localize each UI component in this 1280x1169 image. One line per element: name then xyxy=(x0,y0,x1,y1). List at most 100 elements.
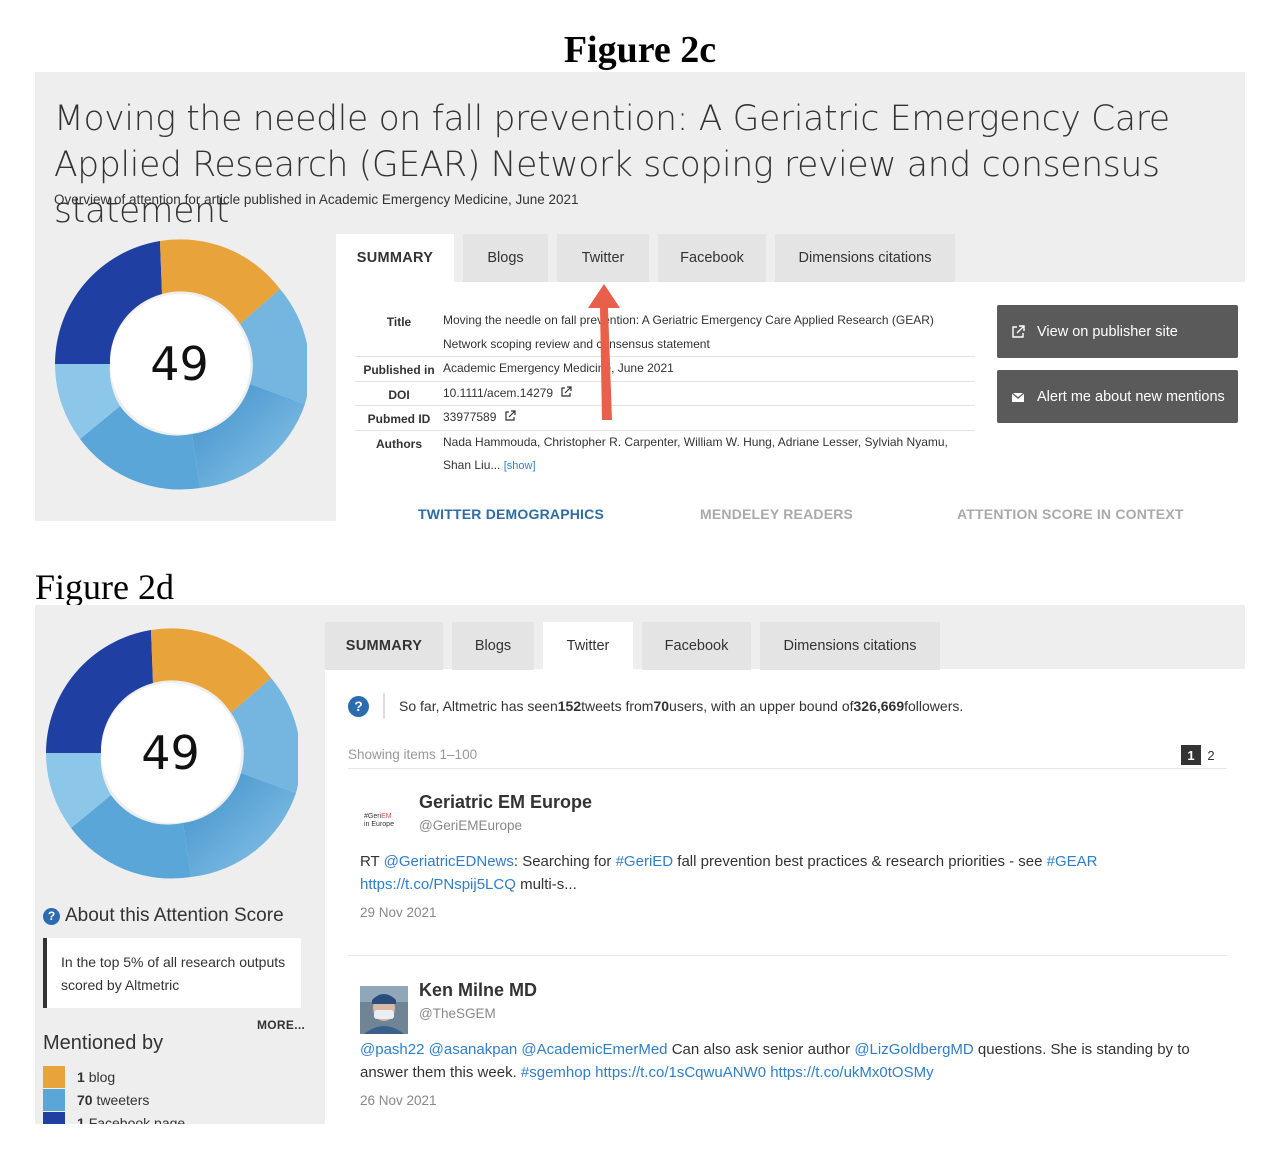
meta-published-label: Published in xyxy=(363,363,435,377)
envelope-icon xyxy=(1011,392,1025,402)
geriem-europe-logo: #GeriEM in Europe xyxy=(360,798,408,846)
divider xyxy=(348,768,1227,769)
tab-mendeley-readers[interactable]: MENDELEY READERS xyxy=(700,506,854,522)
user-count: 70 xyxy=(653,698,670,714)
meta-doi-label: DOI xyxy=(388,387,410,402)
mention-facebook[interactable]: 1 Facebook page xyxy=(43,1112,185,1124)
figure-2c-caption: Figure 2c xyxy=(563,29,717,71)
mention-link[interactable]: @AcademicEmerMed xyxy=(521,1041,668,1058)
tab-dimensions-citations[interactable]: Dimensions citations xyxy=(760,622,940,670)
mention-tweeters[interactable]: 70 tweeters xyxy=(43,1089,149,1111)
hashtag-link[interactable]: #GEAR xyxy=(1046,853,1098,870)
meta-title-label: Title xyxy=(386,315,412,329)
avatar[interactable] xyxy=(360,986,408,1034)
attention-score: 49 xyxy=(150,337,209,391)
figure-2d-caption: Figure 2d xyxy=(35,567,174,607)
twitter-summary: ? So far, Altmetric has seen 152 tweets … xyxy=(348,693,963,719)
mention-link[interactable]: @LizGoldbergMD xyxy=(854,1041,974,1058)
tweet-date: 29 Nov 2021 xyxy=(360,905,437,920)
red-arrow-annotation xyxy=(588,284,620,420)
external-link-icon[interactable] xyxy=(504,410,516,422)
tweet-text-part: questions. She is standing by to answer … xyxy=(360,1041,1190,1081)
meta-pubmed-label: Pubmed ID xyxy=(367,412,431,426)
hashtag-link[interactable]: #sgemhop xyxy=(520,1064,591,1081)
page-2[interactable]: 2 xyxy=(1207,747,1215,763)
mention-link[interactable]: @GeriatricEDNews xyxy=(383,853,514,870)
mentioned-by-heading: Mentioned by xyxy=(43,1032,164,1054)
more-link[interactable]: MORE... xyxy=(257,1018,306,1032)
view-publisher-button[interactable]: View on publisher site xyxy=(997,305,1238,358)
meta-pubmed-value[interactable]: 33977589 xyxy=(443,406,975,430)
tab-twitter-demographics[interactable]: TWITTER DEMOGRAPHICS xyxy=(418,506,604,522)
page-1[interactable]: 1 xyxy=(1181,745,1201,765)
tweet-text-part: fall prevention best practices & researc… xyxy=(673,853,1047,870)
mention-count: 1 xyxy=(77,1069,85,1085)
question-icon[interactable]: ? xyxy=(348,695,369,717)
summary-suffix: followers. xyxy=(904,698,964,714)
tab-dimensions-citations[interactable]: Dimensions citations xyxy=(775,234,955,282)
tab-blogs[interactable]: Blogs xyxy=(452,622,534,670)
article-metadata: Title Moving the needle on fall preventi… xyxy=(355,309,975,479)
top5-callout: In the top 5% of all research outputs sc… xyxy=(43,938,301,1008)
pagination: 1 2 xyxy=(1181,745,1221,765)
tab-twitter[interactable]: Twitter xyxy=(557,234,649,282)
profile-photo xyxy=(360,986,408,1034)
facebook-swatch xyxy=(43,1112,65,1124)
doi-link[interactable]: 10.1111/acem.14279 xyxy=(443,385,554,400)
figure-2d-panel: 49 ? About this Attention Score In the t… xyxy=(35,605,1245,1124)
figure-2c-panel: Moving the needle on fall prevention: A … xyxy=(35,72,1245,522)
tweet-author-handle[interactable]: @GeriEMEurope xyxy=(419,818,522,833)
url-link[interactable]: https://t.co/1sCqwuANW0 xyxy=(595,1064,767,1081)
hashtag-link[interactable]: #GeriED xyxy=(615,853,674,870)
meta-row-authors: Authors Nada Hammouda, Christopher R. Ca… xyxy=(355,431,975,479)
mention-label: tweeters xyxy=(96,1092,150,1108)
tweet-text: RT @GeriatricEDNews: Searching for #Geri… xyxy=(360,850,1220,896)
tab-summary[interactable]: SUMMARY xyxy=(325,622,443,670)
tab-attention-score-context[interactable]: ATTENTION SCORE IN CONTEXT xyxy=(957,506,1184,522)
about-score-label: About this Attention Score xyxy=(65,905,284,926)
blog-swatch xyxy=(43,1066,65,1088)
summary-mid1: tweets from xyxy=(581,698,654,714)
meta-row-pubmed: Pubmed ID 33977589 xyxy=(355,406,975,431)
altmetric-donut[interactable]: 49 xyxy=(43,622,301,884)
view-publisher-label: View on publisher site xyxy=(1037,323,1178,340)
about-score-heading[interactable]: ? About this Attention Score xyxy=(43,905,284,927)
tweet-count: 152 xyxy=(557,698,582,714)
tweet-author-handle[interactable]: @TheSGEM xyxy=(419,1006,496,1021)
mention-blog[interactable]: 1 blog xyxy=(43,1066,115,1088)
meta-title-value: Moving the needle on fall prevention: A … xyxy=(443,313,934,351)
mention-link[interactable]: @pash22 xyxy=(360,1041,425,1058)
altmetric-donut-graphic xyxy=(55,239,310,490)
attention-score: 49 xyxy=(141,726,200,780)
external-link-icon[interactable] xyxy=(560,385,573,398)
article-tabs: SUMMARY Blogs Twitter Facebook Dimension… xyxy=(325,622,949,670)
mention-link[interactable]: @asanakpan xyxy=(428,1041,518,1058)
meta-doi-value[interactable]: 10.1111/acem.14279 xyxy=(443,382,975,406)
url-link[interactable]: https://t.co/ukMx0tOSMy xyxy=(770,1064,934,1081)
question-icon: ? xyxy=(43,907,60,925)
alert-mentions-button[interactable]: Alert me about new mentions xyxy=(997,370,1238,423)
tweet-text: @pash22 @asanakpan @AcademicEmerMed Can … xyxy=(360,1038,1220,1084)
meta-row-published: Published in Academic Emergency Medicine… xyxy=(355,357,975,382)
mention-label: blog xyxy=(88,1069,116,1085)
article-tabs: SUMMARY Blogs Twitter Facebook Dimension… xyxy=(336,234,964,282)
tab-facebook[interactable]: Facebook xyxy=(642,622,751,670)
tweet-author-name[interactable]: Geriatric EM Europe xyxy=(419,792,593,812)
tab-twitter[interactable]: Twitter xyxy=(543,622,633,670)
summary-mid2: users, with an upper bound of xyxy=(669,698,854,714)
tab-summary[interactable]: SUMMARY xyxy=(336,234,454,282)
pubmed-link[interactable]: 33977589 xyxy=(443,410,497,424)
tweet-author-name[interactable]: Ken Milne MD xyxy=(419,980,538,1000)
url-link[interactable]: https://t.co/PNspij5LCQ xyxy=(360,876,516,893)
altmetric-donut-graphic xyxy=(46,628,301,879)
svg-text:in Europe: in Europe xyxy=(364,821,394,828)
tweet-item: #GeriEM in Europe Geriatric EM Europe @G… xyxy=(360,792,1220,938)
summary-prefix: So far, Altmetric has seen xyxy=(399,698,558,714)
show-authors-link[interactable]: [show] xyxy=(503,460,536,472)
tweet-item: Ken Milne MD @TheSGEM @pash22 @asanakpan… xyxy=(360,980,1220,1124)
altmetric-donut[interactable]: 49 xyxy=(52,233,310,495)
tab-facebook[interactable]: Facebook xyxy=(658,234,766,282)
avatar[interactable]: #GeriEM in Europe xyxy=(360,798,408,846)
tweet-date: 26 Nov 2021 xyxy=(360,1093,437,1108)
tab-blogs[interactable]: Blogs xyxy=(463,234,548,282)
